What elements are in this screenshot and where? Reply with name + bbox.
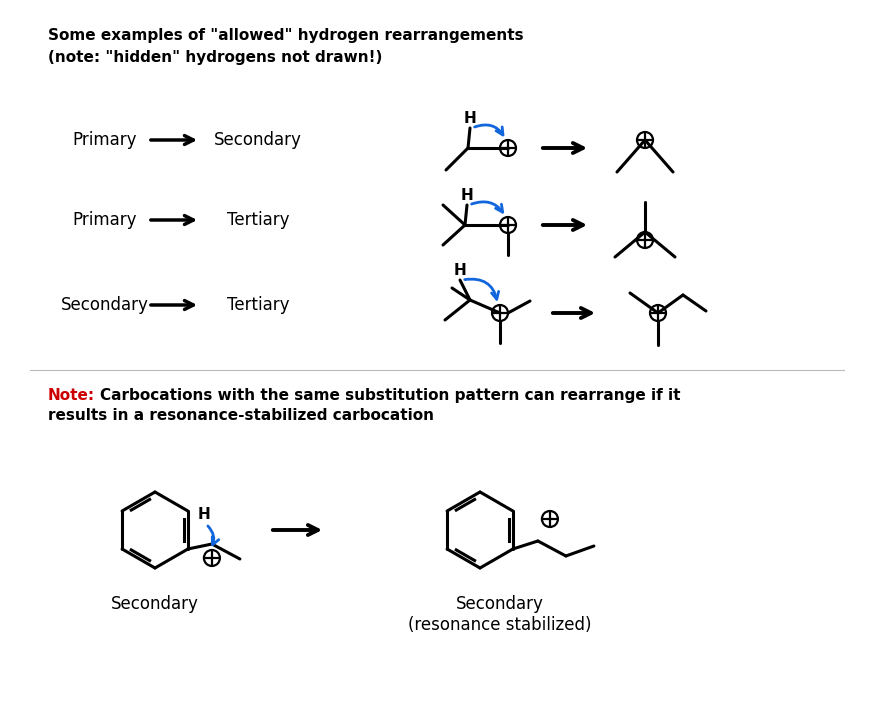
Text: Carbocations with the same substitution pattern can rearrange if it: Carbocations with the same substitution … [100, 388, 681, 403]
Text: Secondary
(resonance stabilized): Secondary (resonance stabilized) [408, 595, 592, 634]
Text: H: H [461, 188, 474, 203]
Text: Secondary: Secondary [214, 131, 302, 149]
Text: Secondary: Secondary [111, 595, 199, 613]
Text: Note:: Note: [48, 388, 95, 403]
Text: Secondary: Secondary [61, 296, 149, 314]
Text: (note: "hidden" hydrogens not drawn!): (note: "hidden" hydrogens not drawn!) [48, 50, 383, 65]
Text: H: H [463, 111, 476, 126]
Text: H: H [198, 507, 211, 522]
Text: Primary: Primary [73, 211, 137, 229]
Text: Tertiary: Tertiary [226, 296, 289, 314]
Text: results in a resonance-stabilized carbocation: results in a resonance-stabilized carboc… [48, 408, 434, 423]
Text: Primary: Primary [73, 131, 137, 149]
Text: H: H [454, 263, 467, 278]
Text: Some examples of "allowed" hydrogen rearrangements: Some examples of "allowed" hydrogen rear… [48, 28, 524, 43]
Text: Tertiary: Tertiary [226, 211, 289, 229]
